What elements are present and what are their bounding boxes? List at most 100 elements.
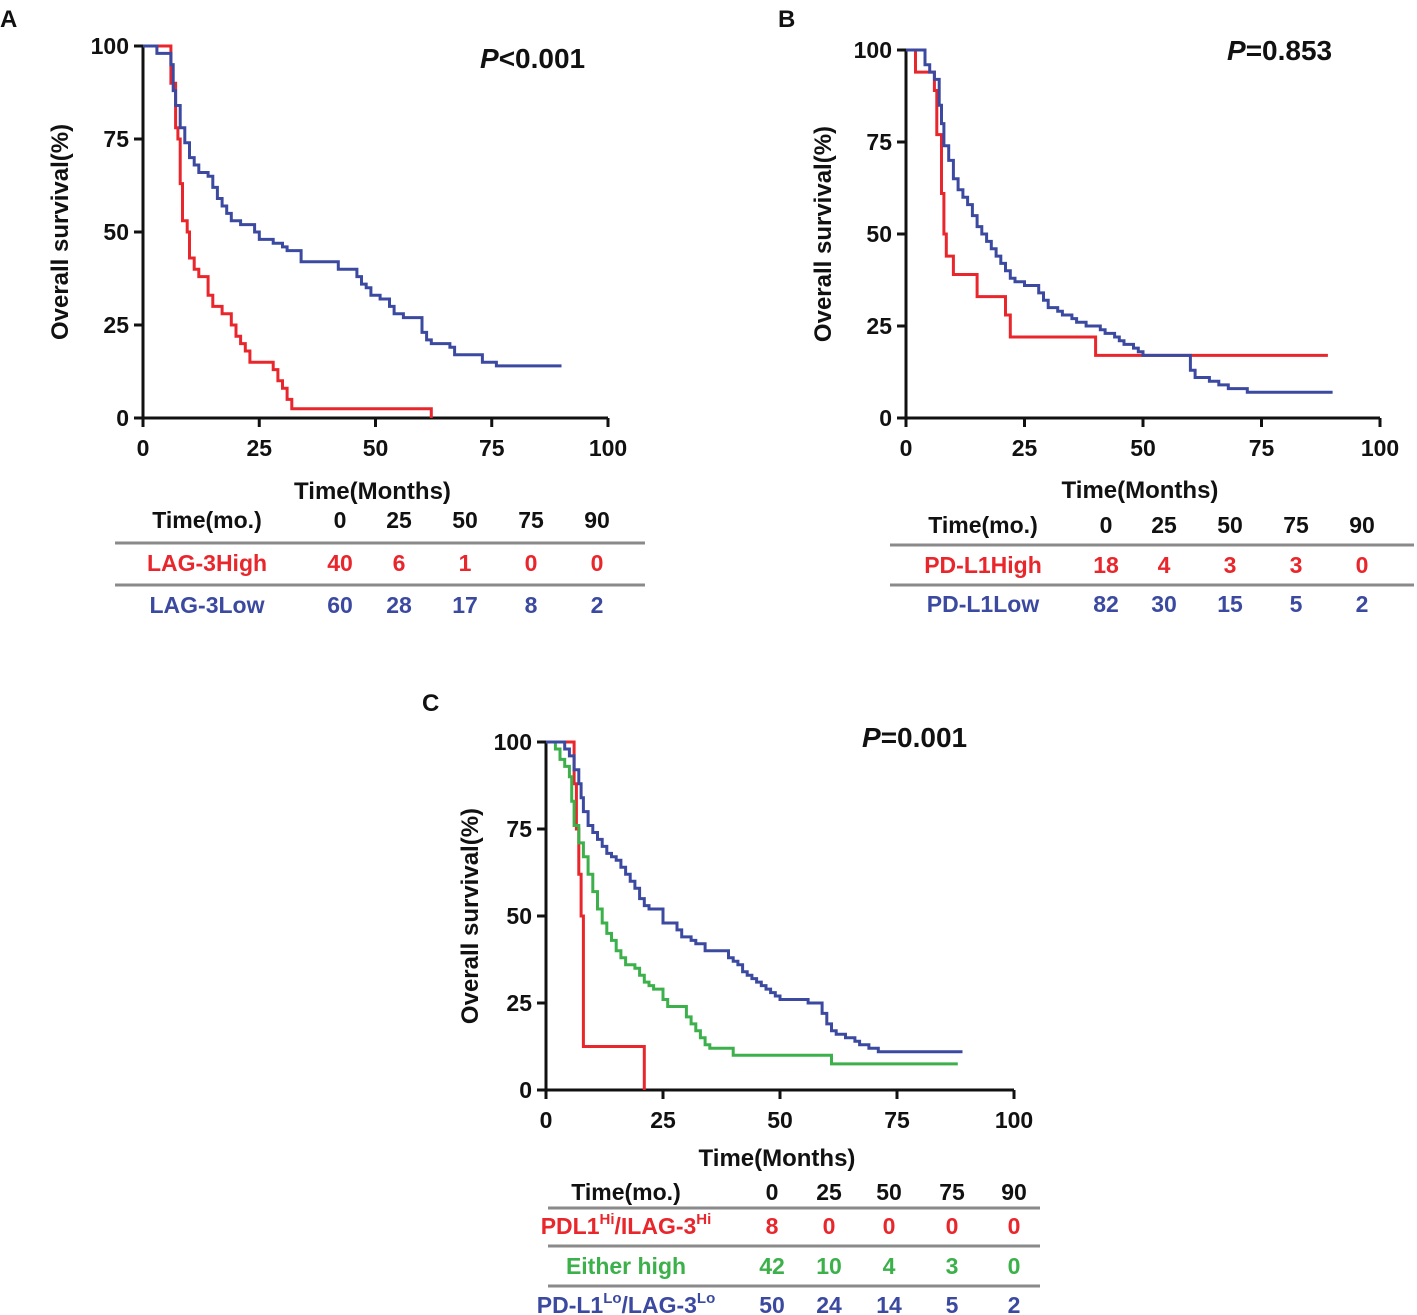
x-axis-label: Time(Months) bbox=[1062, 477, 1219, 504]
risk-table-value: 50 bbox=[759, 1292, 785, 1315]
risk-table-value: 40 bbox=[327, 550, 353, 576]
x-axis-label: Time(Months) bbox=[699, 1145, 856, 1172]
risk-table-header: Time(mo.) bbox=[152, 507, 261, 533]
risk-table: Time(mo.) 0 25 50 75 90 LAG-3High 40 6 1 0 0 LAG-3Lo… bbox=[115, 507, 645, 618]
risk-table-row-label: PD-L1High bbox=[924, 552, 1042, 578]
y-tick-label: 0 bbox=[116, 405, 129, 431]
y-tick-label: 25 bbox=[866, 313, 892, 339]
risk-row-label-text: /LAG-3 bbox=[622, 1292, 697, 1315]
km-curve-pd-l1lo-lag-3lo bbox=[546, 740, 963, 1054]
risk-table-time: 25 bbox=[1151, 512, 1177, 538]
risk-table-value: 0 bbox=[823, 1213, 836, 1239]
risk-table-value: 0 bbox=[1356, 552, 1369, 578]
y-tick-label: 100 bbox=[854, 37, 892, 63]
y-tick-label: 100 bbox=[91, 33, 129, 59]
y-axis-label: Overall survival(%) bbox=[810, 126, 837, 342]
risk-table-value: 4 bbox=[883, 1253, 896, 1279]
risk-table-header: Time(mo.) bbox=[571, 1179, 680, 1205]
x-tick-label: 100 bbox=[1361, 435, 1399, 461]
panel-letter: C bbox=[422, 690, 439, 717]
risk-table-value: 10 bbox=[816, 1253, 842, 1279]
risk-row-label-text: PD-L1Low bbox=[927, 591, 1040, 617]
risk-table-time: 0 bbox=[1100, 512, 1113, 538]
x-tick-label: 75 bbox=[1249, 435, 1275, 461]
x-tick-label: 100 bbox=[995, 1107, 1033, 1133]
risk-row-label-text: LAG-3High bbox=[147, 550, 267, 576]
km-curve-pd-l1high bbox=[906, 48, 1328, 357]
risk-table-row-label: PD-L1Low bbox=[927, 591, 1040, 617]
risk-table-value: 3 bbox=[946, 1253, 959, 1279]
y-tick-label: 0 bbox=[879, 405, 892, 431]
p-value-label: P bbox=[480, 43, 499, 74]
risk-row-label-text: PD-L1High bbox=[924, 552, 1042, 578]
risk-table-time: 75 bbox=[518, 507, 544, 533]
y-tick-label: 75 bbox=[866, 129, 892, 155]
y-tick-label: 25 bbox=[103, 312, 129, 338]
p-value: P=0.001 bbox=[862, 722, 967, 753]
y-axis-label: Overall survival(%) bbox=[457, 808, 484, 1024]
y-tick-label: 50 bbox=[506, 903, 532, 929]
risk-table-row-label: LAG-3Low bbox=[150, 592, 265, 618]
y-tick-label: 0 bbox=[519, 1077, 532, 1103]
risk-table-value: 1 bbox=[459, 550, 472, 576]
risk-table-value: 14 bbox=[876, 1292, 902, 1315]
risk-table-time: 0 bbox=[766, 1179, 779, 1205]
risk-table-value: 2 bbox=[1008, 1292, 1021, 1315]
risk-table-value: 28 bbox=[386, 592, 412, 618]
p-value-label: P bbox=[1227, 35, 1246, 66]
p-value: P=0.853 bbox=[1227, 35, 1332, 66]
y-tick-label: 100 bbox=[494, 729, 532, 755]
y-axis-label: Overall survival(%) bbox=[47, 124, 74, 340]
risk-row-label-sup: Hi bbox=[600, 1211, 615, 1228]
risk-table-value: 0 bbox=[1008, 1213, 1021, 1239]
risk-table-value: 0 bbox=[883, 1213, 896, 1239]
y-tick-label: 25 bbox=[506, 990, 532, 1016]
risk-table-value: 24 bbox=[816, 1292, 842, 1315]
risk-table-value: 0 bbox=[525, 550, 538, 576]
x-tick-label: 75 bbox=[479, 435, 505, 461]
risk-table-row-label: Either high bbox=[566, 1253, 686, 1279]
km-curve-either-high bbox=[546, 740, 958, 1066]
km-curve-lag-3low bbox=[143, 44, 562, 368]
risk-table-value: 4 bbox=[1158, 552, 1171, 578]
y-tick-label: 50 bbox=[103, 219, 129, 245]
risk-row-label-sup: Hi bbox=[696, 1211, 711, 1228]
risk-table-value: 18 bbox=[1093, 552, 1119, 578]
x-tick-label: 75 bbox=[884, 1107, 910, 1133]
risk-table-value: 3 bbox=[1224, 552, 1237, 578]
risk-row-label-sup: Lo bbox=[697, 1290, 715, 1307]
x-tick-label: 0 bbox=[540, 1107, 553, 1133]
risk-table-value: 6 bbox=[393, 550, 406, 576]
risk-table-time: 90 bbox=[1001, 1179, 1027, 1205]
p-value-number: =0.853 bbox=[1246, 35, 1332, 66]
risk-table-value: 8 bbox=[766, 1213, 779, 1239]
km-curve-pdl1hi-ilag-3hi bbox=[546, 740, 646, 1090]
p-value-number: <0.001 bbox=[499, 43, 585, 74]
risk-table-value: 2 bbox=[1356, 591, 1369, 617]
risk-row-label-text: /ILAG-3 bbox=[615, 1213, 697, 1239]
panel-letter: B bbox=[778, 6, 795, 33]
risk-table-value: 0 bbox=[946, 1213, 959, 1239]
risk-table-time: 90 bbox=[584, 507, 610, 533]
risk-table-value: 5 bbox=[946, 1292, 959, 1315]
x-tick-label: 0 bbox=[137, 435, 150, 461]
risk-table-row-label: LAG-3High bbox=[147, 550, 267, 576]
p-value: P<0.001 bbox=[480, 43, 585, 74]
x-tick-label: 25 bbox=[650, 1107, 676, 1133]
risk-table-row-label: PDL1Hi/ILAG-3Hi bbox=[541, 1211, 712, 1239]
y-tick-label: 75 bbox=[506, 816, 532, 842]
risk-table-value: 8 bbox=[525, 592, 538, 618]
p-value-number: =0.001 bbox=[881, 722, 967, 753]
x-tick-label: 100 bbox=[589, 435, 627, 461]
risk-row-label-text: PDL1 bbox=[541, 1213, 600, 1239]
p-value-label: P bbox=[862, 722, 881, 753]
panel-letter: A bbox=[0, 6, 17, 33]
risk-table-time: 50 bbox=[1217, 512, 1243, 538]
risk-table-value: 3 bbox=[1290, 552, 1303, 578]
risk-table-value: 2 bbox=[591, 592, 604, 618]
